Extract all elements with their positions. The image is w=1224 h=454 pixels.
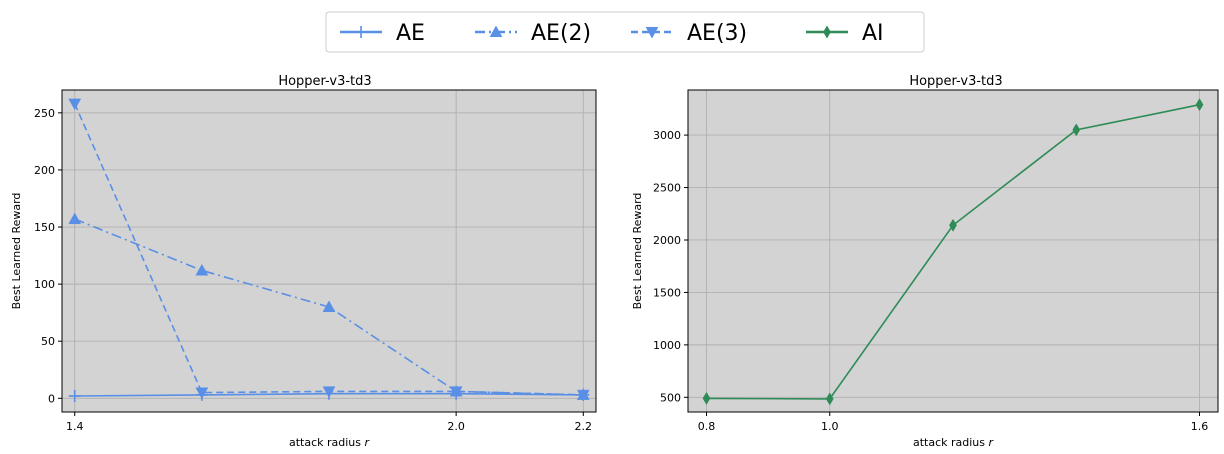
legend-frame: [325, 11, 925, 53]
legend-label: AI: [862, 21, 884, 46]
y-tick-label: 1000: [653, 339, 681, 352]
series-ai: [702, 98, 1204, 406]
left-plot-frame: [61, 89, 597, 413]
x-tick-label: 1.4: [66, 420, 84, 433]
legend-label: AE(3): [687, 21, 747, 46]
left-x-axis-label-var: r: [365, 436, 371, 449]
left-plot-area: [62, 90, 596, 412]
data-point: [1195, 98, 1204, 112]
y-tick-label: 500: [660, 391, 681, 404]
data-point: [949, 218, 957, 232]
x-tick-label: 1.0: [821, 420, 839, 433]
legend-label: AE(2): [531, 21, 591, 46]
legend: AE AE(2) AE(3) AI: [325, 11, 925, 53]
legend-marker-icon: [489, 25, 503, 38]
y-tick-label: 0: [48, 392, 55, 405]
y-tick-label: 2000: [653, 234, 681, 247]
y-tick-label: 250: [34, 107, 55, 120]
y-tick-label: 2500: [653, 182, 681, 195]
legend-item-ae: AE: [340, 21, 425, 46]
right-plot-area: [688, 90, 1218, 412]
x-tick-label: 1.6: [1191, 420, 1209, 433]
legend-item-ai: AI: [806, 21, 884, 46]
left-y-axis-label: Best Learned Reward: [10, 193, 23, 310]
data-point: [825, 392, 834, 406]
left-chart-title: Hopper-v3-td3: [278, 74, 371, 89]
data-point: [576, 389, 590, 402]
data-point: [322, 386, 336, 398]
x-tick-label: 0.8: [698, 420, 716, 433]
data-point: [1072, 123, 1081, 137]
data-point: [195, 387, 209, 400]
data-point: [195, 263, 209, 276]
y-tick-label: 150: [34, 221, 55, 234]
right-x-axis-label: attack radius r: [913, 436, 995, 449]
left-chart: Hopper-v3-td3 0 50 100 150 200 250 1.4 2.0 2.2 B…: [10, 74, 597, 449]
legend-item-ae3: AE(3): [631, 21, 747, 46]
left-x-axis-label: attack radius r: [289, 436, 371, 449]
y-tick-label: 200: [34, 164, 55, 177]
right-chart: Hopper-v3-td3 500 1000 1500 2000 2500 3000 0.8…: [631, 74, 1219, 449]
legend-marker-icon: [355, 26, 367, 38]
right-y-axis-label: Best Learned Reward: [631, 193, 644, 310]
right-plot-frame: [687, 89, 1219, 413]
data-point: [322, 300, 336, 312]
right-x-axis-label-var: r: [989, 436, 995, 449]
x-tick-label: 2.0: [447, 420, 465, 433]
x-tick-label: 2.2: [575, 420, 593, 433]
right-chart-title: Hopper-v3-td3: [909, 74, 1002, 89]
y-tick-label: 100: [34, 278, 55, 291]
data-point: [68, 212, 82, 225]
right-x-axis-label-text: attack radius: [913, 436, 985, 449]
data-point: [68, 390, 81, 403]
legend-item-ae2: AE(2): [475, 21, 591, 46]
data-point: [68, 98, 82, 111]
y-tick-label: 50: [41, 335, 55, 348]
y-tick-label: 3000: [653, 129, 681, 142]
series-ae2: [68, 212, 590, 400]
data-point: [702, 391, 711, 405]
data-point: [449, 386, 463, 398]
legend-marker-icon: [645, 26, 659, 39]
legend-marker-icon: [823, 25, 831, 39]
left-x-axis-label-text: attack radius: [289, 436, 361, 449]
legend-label: AE: [396, 21, 425, 46]
series-ae3: [68, 98, 590, 402]
y-tick-label: 1500: [653, 286, 681, 299]
